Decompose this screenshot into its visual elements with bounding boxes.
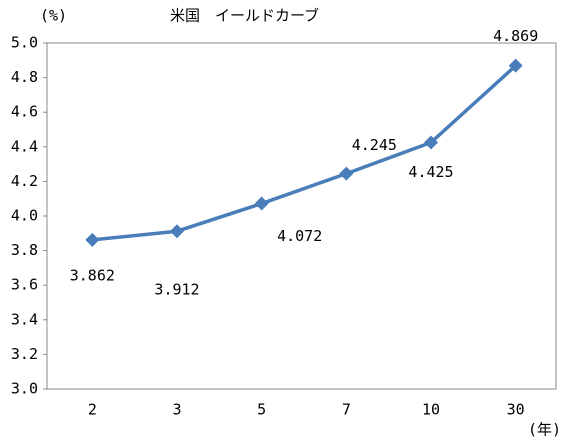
y-tick-label: 3.4 (11, 310, 38, 328)
y-tick-label: 4.8 (11, 68, 38, 86)
y-tick-label: 3.0 (11, 380, 38, 398)
x-tick-label: 30 (507, 401, 525, 419)
data-label: 3.912 (154, 281, 199, 299)
line (92, 64, 517, 242)
marker (424, 135, 438, 150)
marker (254, 196, 269, 211)
data-label: 3.862 (70, 266, 115, 284)
y-tick-label: 3.2 (11, 345, 38, 363)
data-label: 4.072 (277, 227, 322, 245)
marker (170, 224, 184, 239)
chart-title: 米国 イールドカーブ (170, 7, 319, 25)
x-tick-label: 5 (257, 401, 266, 419)
y-tick-label: 3.6 (11, 276, 38, 294)
x-tick-label: 10 (422, 401, 440, 419)
marker (85, 232, 100, 247)
x-tick-label: 3 (172, 401, 181, 419)
marker (508, 58, 523, 73)
y-tick-label: 4.4 (11, 137, 38, 155)
y-tick-label: 4.2 (11, 172, 38, 190)
data-label: 4.245 (352, 136, 397, 154)
data-label: 4.869 (493, 27, 538, 45)
y-tick-label: 3.8 (11, 241, 38, 259)
x-tick-label: 7 (342, 401, 351, 419)
plot-frame (46, 42, 557, 390)
y-unit: (%) (40, 7, 67, 25)
y-tick-label: 4.0 (11, 207, 38, 225)
x-tick-label: 2 (88, 401, 97, 419)
marker (339, 166, 354, 181)
y-tick-label: 4.6 (11, 103, 38, 121)
y-tick-label: 5.0 (11, 34, 38, 52)
data-label: 4.425 (408, 163, 453, 181)
x-unit: (年) (528, 421, 561, 439)
